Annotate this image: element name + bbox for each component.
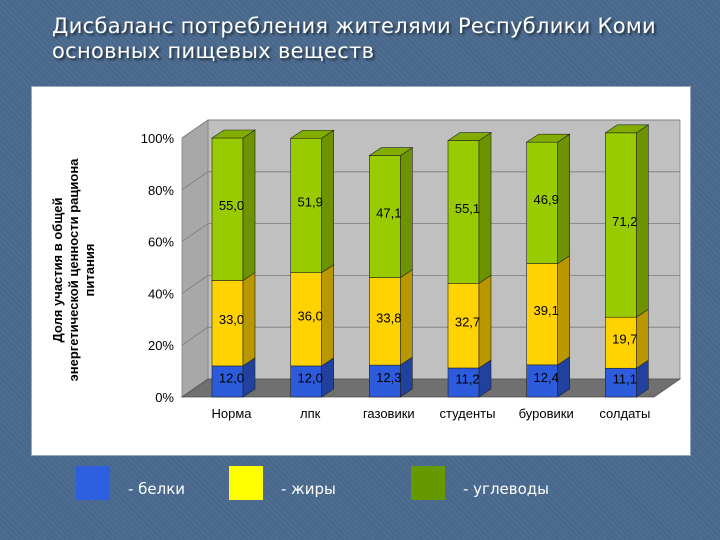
bar-segment (369, 277, 401, 366)
data-label: 46,9 (534, 192, 559, 207)
legend-item-fats: - жиры (229, 466, 369, 506)
bar-segment (211, 137, 244, 281)
legend-swatch-carbs (411, 466, 445, 500)
x-category-label: лпк (300, 406, 321, 421)
chart-side-wall (181, 119, 209, 398)
bar-segment-side (321, 129, 334, 274)
bar-top-face (447, 132, 492, 141)
bar-segment (211, 280, 244, 367)
bar-top-face (368, 147, 414, 156)
data-label: 12,3 (376, 370, 401, 385)
slide-title: Дисбаланс потребления жителями Республик… (52, 14, 712, 64)
chart-panel: 0% 20% 40% 60% 80% 100% 12,0 33,0 55,0 Норма 12,0 3… (31, 86, 691, 456)
bar-segment (605, 367, 637, 398)
y-tick-label: 40% (148, 286, 174, 301)
bar-segment (369, 155, 401, 278)
data-label: 55,0 (219, 198, 244, 213)
bar-segment-side (321, 264, 334, 367)
x-category-label: газовики (363, 406, 415, 421)
y-gridline (181, 326, 680, 346)
bar-top-face (211, 129, 256, 139)
data-label: 33,8 (376, 310, 401, 325)
data-label: 71,2 (612, 214, 637, 229)
y-tick-label: 20% (148, 338, 174, 353)
x-category-label: Норма (211, 406, 252, 421)
legend-label-fats: - жиры (281, 480, 336, 498)
bar-segment (605, 316, 637, 369)
legend-swatch-proteins (76, 466, 110, 500)
stacked-bar-chart: 0% 20% 40% 60% 80% 100% 12,0 33,0 55,0 Норма 12,0 3… (141, 119, 682, 421)
legend-swatch-fats (229, 466, 263, 500)
data-label: 33,0 (219, 312, 244, 327)
bar-segment-side (242, 271, 256, 367)
bar-top-face (604, 124, 650, 134)
y-gridline (181, 223, 680, 242)
bar-segment-side (636, 124, 649, 318)
data-label: 55,1 (455, 201, 480, 216)
data-label: 12,4 (534, 370, 559, 385)
data-label: 12,0 (219, 370, 244, 385)
x-category-label: солдаты (599, 406, 650, 421)
bar-segment-side (400, 147, 413, 279)
y-axis-title-line-1: Доля участия в общей (50, 197, 65, 342)
y-axis-title-line-3: питания (82, 244, 97, 297)
bar-segment (447, 140, 480, 284)
slide-title-line-1: Дисбаланс потребления жителями Республик… (52, 14, 657, 38)
bar-segment (290, 365, 322, 398)
y-tick-label: 0% (155, 390, 174, 405)
bar-segment-side (557, 255, 570, 366)
y-tick-label: 80% (148, 183, 174, 198)
y-gridline (181, 171, 680, 191)
data-label: 39,1 (534, 303, 559, 318)
slide-title-line-2: основных пищевых веществ (52, 39, 375, 63)
bar-top-face (525, 133, 571, 143)
x-category-label: буровики (519, 406, 574, 421)
x-category-label: студенты (440, 406, 496, 421)
y-axis-title: Доля участия в общей энергетической ценн… (50, 158, 97, 382)
bar-segment-side (478, 274, 492, 369)
bar-segment-side (636, 308, 649, 369)
y-tick-label: 100% (141, 131, 175, 146)
data-label: 47,1 (376, 206, 401, 221)
legend-item-carbs: - углеводы (411, 466, 591, 506)
legend-item-proteins: - белки (76, 466, 216, 506)
bar-segment (290, 272, 322, 367)
data-label: 51,9 (298, 194, 323, 209)
data-label: 12,0 (298, 370, 323, 385)
bar-top-face (289, 129, 335, 139)
bar-segment-side (557, 133, 570, 265)
legend-label-proteins: - белки (128, 480, 186, 498)
data-label: 11,1 (613, 372, 637, 387)
data-label: 36,0 (298, 308, 323, 323)
y-gridline (181, 119, 680, 139)
y-tick-label: 60% (148, 235, 174, 250)
legend-label-carbs: - углеводы (463, 480, 549, 498)
bar-segment (290, 137, 322, 273)
bar-segment (447, 282, 480, 369)
bar-segment (526, 141, 558, 264)
bar-segment (526, 263, 558, 366)
data-label: 19,7 (612, 332, 637, 347)
bar-segment-side (400, 269, 413, 366)
bar-segment-side (478, 132, 492, 284)
y-axis-title-line-2: энергетической ценности рациона (66, 158, 81, 382)
data-label: 11,2 (455, 371, 479, 386)
bar-segment-side (242, 129, 256, 282)
data-label: 32,7 (455, 315, 480, 330)
y-gridline (181, 274, 680, 294)
bar-segment (605, 132, 637, 318)
